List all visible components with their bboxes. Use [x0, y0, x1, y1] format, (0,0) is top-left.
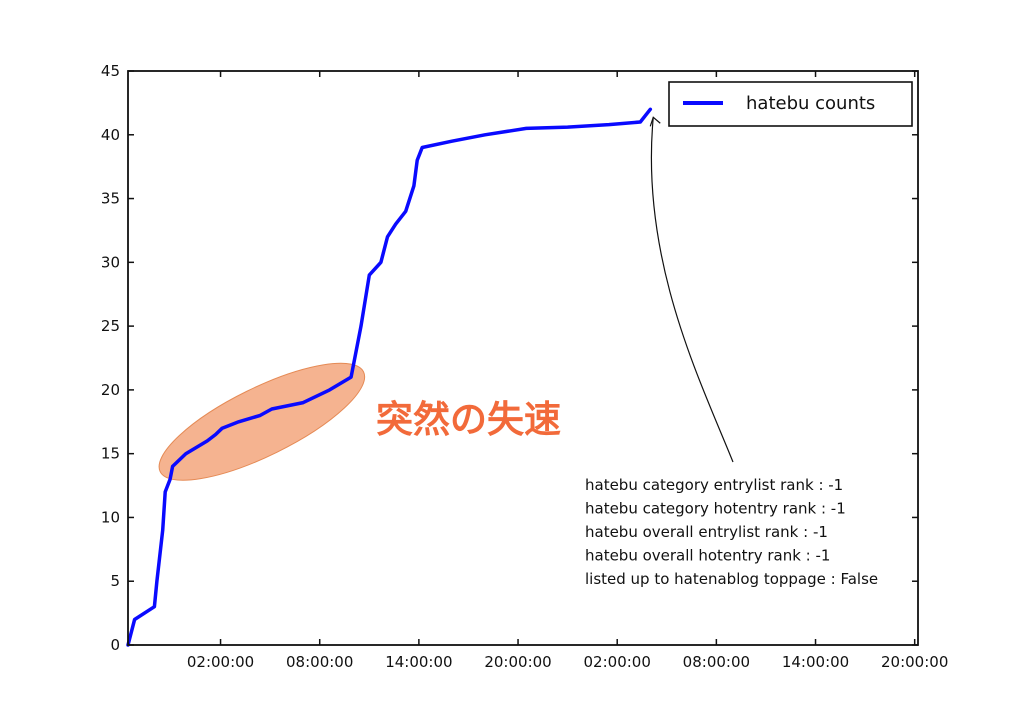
annotation-layer: hatebu category entrylist rank : -1 hateb…	[585, 116, 878, 588]
y-tick-label: 30	[101, 253, 120, 271]
annotation-text-line: hatebu category hotentry rank : -1	[585, 500, 846, 518]
y-tick-label: 35	[101, 190, 120, 208]
y-tick-label: 15	[101, 445, 120, 463]
x-tick-label: 08:00:00	[286, 653, 353, 671]
legend: hatebu counts	[668, 81, 913, 127]
callout-text: 突然の失速	[376, 398, 561, 441]
annotation-text-line: hatebu overall entrylist rank : -1	[585, 523, 828, 541]
plot-frame	[127, 70, 919, 646]
y-tick-label: 0	[110, 636, 120, 654]
x-tick-label: 02:00:00	[187, 653, 254, 671]
annotation-arrow	[650, 117, 734, 463]
x-tick-label: 14:00:00	[385, 653, 452, 671]
x-tick-label: 02:00:00	[584, 653, 651, 671]
annotation-text-line: hatebu overall hotentry rank : -1	[585, 547, 830, 565]
y-tick-label: 45	[101, 62, 120, 80]
highlight-layer	[158, 362, 366, 481]
highlight-ellipse	[158, 362, 366, 481]
series-layer	[126, 107, 653, 647]
series-line-hatebu-counts	[126, 107, 653, 647]
annotation-arrowhead	[649, 116, 661, 127]
callout-layer: 突然の失速	[376, 398, 561, 441]
y-tick-label: 25	[101, 317, 120, 335]
x-tick-label: 08:00:00	[683, 653, 750, 671]
y-tick-label: 40	[101, 126, 120, 144]
y-tick-label: 10	[101, 508, 120, 526]
x-tick-label: 14:00:00	[782, 653, 849, 671]
annotation-text-line: listed up to hatenablog toppage : False	[585, 570, 878, 588]
annotation-text-line: hatebu category entrylist rank : -1	[585, 476, 843, 494]
x-tick-label: 20:00:00	[484, 653, 551, 671]
axes-layer	[127, 70, 919, 646]
y-tick-label: 5	[110, 572, 120, 590]
x-tick-label: 20:00:00	[881, 653, 948, 671]
ticks-layer: 0 5 10 15 20 25 30 35 40 45 02:00:00 08:00:00 14:00:…	[101, 62, 948, 671]
y-tick-label: 20	[101, 381, 120, 399]
legend-label: hatebu counts	[746, 93, 875, 114]
